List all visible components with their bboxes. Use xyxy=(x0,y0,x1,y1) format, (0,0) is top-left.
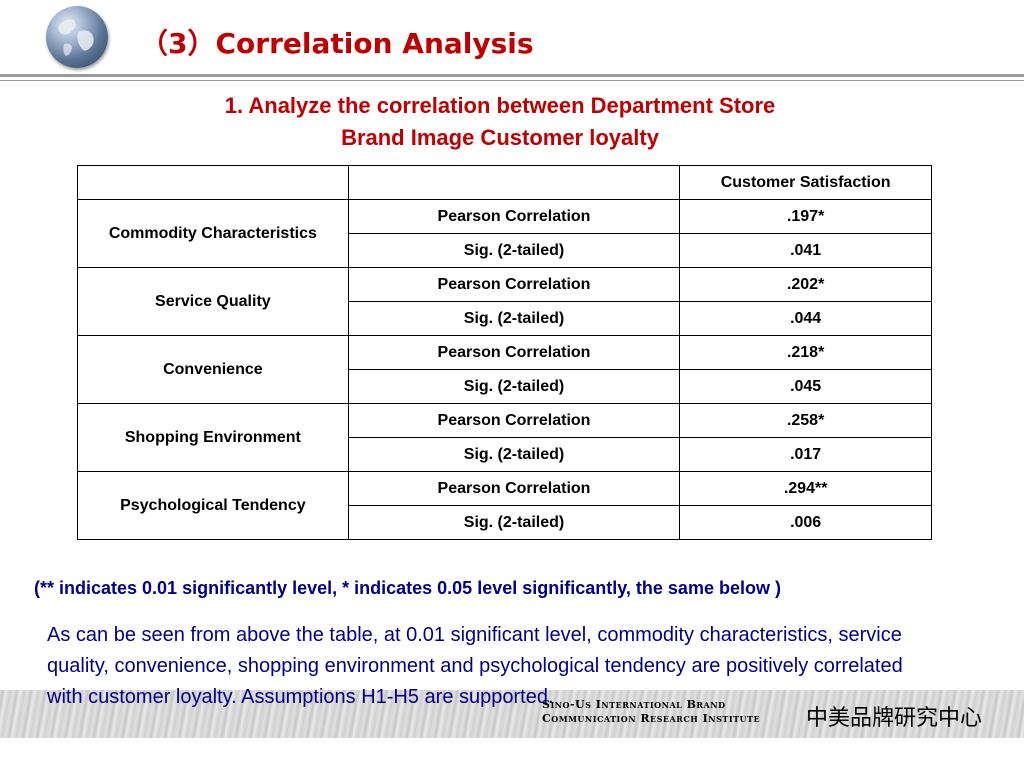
institute-name-en: Sino-Us International Brand Communicatio… xyxy=(542,698,760,726)
table-row: Service Quality Pearson Correlation .202… xyxy=(77,267,932,336)
stat-label-cell: Sig. (2-tailed) xyxy=(347,301,681,336)
stat-label-cell: Pearson Correlation xyxy=(347,199,681,234)
conclusion-paragraph: As can be seen from above the table, at … xyxy=(47,624,903,708)
table-row: Sig. (2-tailed) .017 xyxy=(78,437,932,472)
stat-label-cell: Pearson Correlation xyxy=(347,267,681,302)
pearson-value-cell: .202* xyxy=(679,267,932,302)
stat-label-cell: Sig. (2-tailed) xyxy=(347,369,681,404)
significance-note: (** indicates 0.01 significantly level, … xyxy=(34,578,781,598)
factor-cell: Convenience xyxy=(77,335,349,404)
table-row: Sig. (2-tailed) .044 xyxy=(78,301,932,336)
table-row: Convenience Pearson Correlation .218* xyxy=(77,335,932,404)
institute-name-cn: 中美品牌研究中心 xyxy=(806,705,983,730)
table-row: Commodity Characteristics Pearson Correl… xyxy=(77,199,932,268)
page-title: （3）Correlation Analysis xyxy=(140,27,534,60)
divider xyxy=(0,80,1024,81)
factor-cell: Service Quality xyxy=(77,267,349,336)
divider xyxy=(0,74,1024,77)
stat-label-cell: Sig. (2-tailed) xyxy=(347,437,681,472)
pearson-value-cell: .197* xyxy=(679,199,932,234)
table-row: Sig. (2-tailed) .006 xyxy=(78,505,932,540)
stat-label-cell: Pearson Correlation xyxy=(347,471,681,506)
sig-value-cell: .045 xyxy=(679,369,932,404)
subtitle-line: Brand Image Customer loyalty xyxy=(341,125,659,150)
correlation-table: Customer Satisfaction Commodity Characte… xyxy=(77,165,932,540)
sig-value-cell: .006 xyxy=(679,505,932,540)
table-row: Psychological Tendency Pearson Correlati… xyxy=(77,471,932,540)
sig-value-cell: .044 xyxy=(679,301,932,336)
table-row: Shopping Environment Pearson Correlation… xyxy=(77,403,932,472)
stat-label-cell: Pearson Correlation xyxy=(347,335,681,370)
pearson-value-cell: .294** xyxy=(679,471,932,506)
stat-label-cell: Sig. (2-tailed) xyxy=(347,505,681,540)
table-header-row: Customer Satisfaction xyxy=(77,165,932,200)
pearson-value-cell: .218* xyxy=(679,335,932,370)
institute-line: Sino-Us International Brand xyxy=(542,698,726,711)
subtitle-line: 1. Analyze the correlation between Depar… xyxy=(224,93,776,118)
factor-cell: Psychological Tendency xyxy=(77,471,349,540)
section-subtitle: 1. Analyze the correlation between Depar… xyxy=(0,90,1000,154)
footer-band xyxy=(0,690,1024,738)
factor-cell: Commodity Characteristics xyxy=(77,199,349,268)
column-header: Customer Satisfaction xyxy=(679,165,932,200)
empty-cell xyxy=(77,165,349,200)
globe-icon xyxy=(46,6,108,68)
empty-cell xyxy=(347,165,681,200)
stat-label-cell: Pearson Correlation xyxy=(347,403,681,438)
table-row: Sig. (2-tailed) .045 xyxy=(78,369,932,404)
institute-line: Communication Research Institute xyxy=(542,712,761,725)
stat-label-cell: Sig. (2-tailed) xyxy=(347,233,681,268)
table-row: Sig. (2-tailed) .041 xyxy=(78,233,932,268)
pearson-value-cell: .258* xyxy=(679,403,932,438)
sig-value-cell: .041 xyxy=(679,233,932,268)
sig-value-cell: .017 xyxy=(679,437,932,472)
factor-cell: Shopping Environment xyxy=(77,403,349,472)
